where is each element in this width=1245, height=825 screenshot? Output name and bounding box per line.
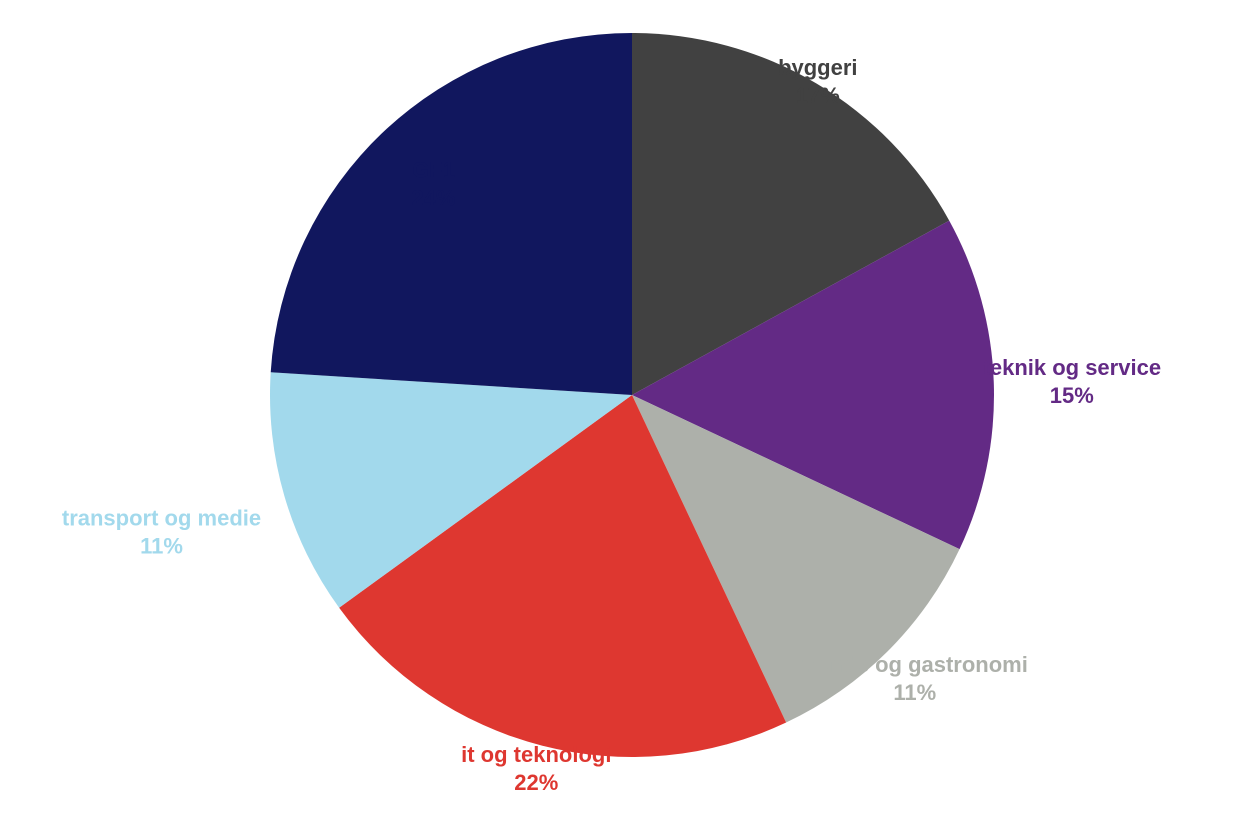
pie-label-it-og-teknologi: it og teknologi 22% bbox=[461, 742, 611, 795]
pie-label-trends-og-gastronomi: trends og gastronomi 11% bbox=[802, 652, 1028, 705]
pie-label-byggeri: byggeri 17% bbox=[778, 55, 857, 108]
pie-label-gf1: GF1 24% bbox=[411, 158, 455, 211]
pie-slice-transport-og-medie bbox=[269, 372, 632, 608]
pie-label-transport-og-medie: transport og medie 11% bbox=[62, 506, 261, 559]
pie-label-percent: 24% bbox=[411, 186, 455, 211]
pie-label-name: teknik og service bbox=[983, 355, 1162, 380]
pie-label-name: byggeri bbox=[778, 55, 857, 80]
pie-label-name: it og teknologi bbox=[461, 742, 611, 767]
pie-slice-gf1 bbox=[270, 33, 632, 395]
pie-label-name: GF1 bbox=[412, 158, 455, 183]
pie-label-percent: 17% bbox=[796, 83, 840, 108]
pie-label-percent: 15% bbox=[1050, 383, 1094, 408]
pie-label-teknik-og-service: teknik og service 15% bbox=[983, 355, 1162, 408]
pie-slices bbox=[269, 33, 994, 758]
pie-slice-byggeri bbox=[632, 33, 950, 395]
pie-label-name: transport og medie bbox=[62, 506, 261, 531]
pie-label-percent: 11% bbox=[140, 534, 183, 559]
pie-labels: byggeri 17% teknik og service 15% trends og … bbox=[62, 55, 1161, 795]
pie-slice-trends-og-gastronomi bbox=[632, 395, 960, 723]
pie-label-name: trends og gastronomi bbox=[802, 652, 1028, 677]
pie-label-percent: 22% bbox=[514, 770, 558, 795]
pie-slice-it-og-teknologi bbox=[339, 395, 787, 758]
pie-slice-teknik-og-service bbox=[632, 220, 994, 550]
pie-label-percent: 11% bbox=[893, 680, 936, 705]
